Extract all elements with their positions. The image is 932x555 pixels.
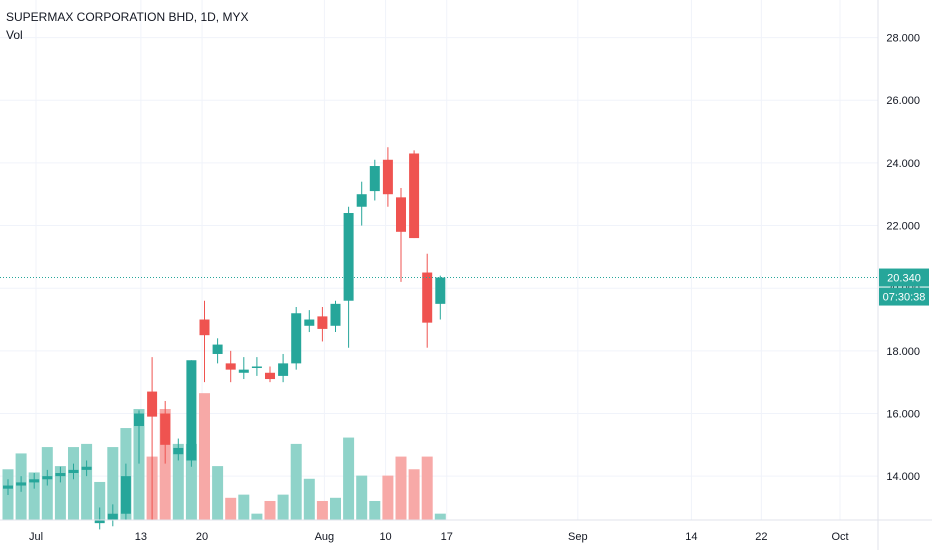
- candle-body: [68, 469, 79, 474]
- candle-body: [278, 363, 289, 376]
- volume-bar: [185, 443, 197, 520]
- candle-body: [107, 513, 118, 520]
- volume-bar: [81, 443, 93, 520]
- candle-body: [343, 213, 354, 301]
- y-tick-label: 22.000: [886, 221, 920, 233]
- candle-body: [356, 194, 367, 207]
- candle-body: [42, 476, 53, 480]
- volume-bar: [330, 497, 341, 520]
- chart-title: SUPERMAX CORPORATION BHD, 1D, MYX: [6, 10, 249, 24]
- candle-body: [435, 277, 446, 304]
- candle-body: [265, 372, 275, 380]
- volume-bar: [421, 456, 433, 520]
- volume-bar: [434, 513, 446, 520]
- candle-body: [225, 363, 236, 370]
- volume-bar: [251, 513, 263, 520]
- candle-body: [396, 197, 406, 232]
- volume-bar: [382, 475, 394, 520]
- candle-body: [120, 476, 131, 514]
- candle-body: [382, 159, 393, 195]
- y-tick-label: 18.000: [886, 346, 920, 358]
- volume-bar: [343, 437, 355, 520]
- candle-body: [160, 413, 171, 445]
- volume-bar: [238, 494, 250, 520]
- candle-body: [238, 369, 249, 373]
- candle-body: [147, 391, 158, 417]
- volume-bar: [28, 472, 40, 520]
- candle-body: [212, 344, 223, 354]
- volume-bar: [107, 447, 119, 520]
- y-tick-label: 26.000: [886, 95, 920, 107]
- volume-bar: [303, 478, 315, 520]
- candle-body: [330, 303, 341, 326]
- y-tick-label: 14.000: [886, 471, 920, 483]
- x-tick-label: 17: [441, 531, 453, 543]
- candle-body: [81, 466, 92, 470]
- x-tick-label: 13: [135, 531, 147, 543]
- candle-body: [186, 360, 197, 461]
- candle-body: [199, 319, 210, 336]
- y-tick-label: 24.000: [886, 158, 920, 170]
- countdown-label: 07:30:38: [883, 292, 926, 304]
- volume-bar: [408, 469, 420, 520]
- candle-body: [134, 413, 144, 427]
- volume-bar: [159, 409, 171, 520]
- last-price-label: 20.340: [887, 273, 921, 285]
- x-tick-label: Aug: [315, 531, 335, 543]
- candle-body: [291, 313, 302, 364]
- x-tick-label: 22: [755, 531, 767, 543]
- x-tick-label: Sep: [568, 531, 588, 543]
- volume-label: Vol: [6, 28, 23, 42]
- volume-bar: [54, 466, 66, 520]
- candle-body: [317, 316, 328, 329]
- volume-bar: [316, 500, 328, 520]
- candle-body: [409, 153, 420, 239]
- candle-body: [304, 319, 315, 326]
- x-tick-label: Jul: [29, 531, 43, 543]
- candle-body: [422, 272, 433, 323]
- volume-bar: [395, 456, 407, 520]
- candle-body: [55, 473, 66, 477]
- volume-bar: [133, 409, 145, 520]
- x-tick-label: Oct: [831, 531, 848, 543]
- countdown-badge: [879, 287, 929, 306]
- volume-bar: [94, 481, 106, 520]
- x-tick-label: 20: [196, 531, 208, 543]
- volume-bar: [212, 466, 224, 520]
- volume-bar: [356, 475, 368, 520]
- x-tick-label: 10: [379, 531, 391, 543]
- candle-body: [29, 479, 40, 483]
- volume-bar: [225, 497, 237, 520]
- x-tick-label: 14: [685, 531, 697, 543]
- volume-bar: [68, 447, 79, 520]
- candle-body: [94, 520, 105, 524]
- volume-bar: [172, 443, 184, 520]
- volume-bar: [264, 500, 276, 520]
- volume-bar: [199, 393, 210, 520]
- volume-bar: [369, 500, 381, 520]
- candle-body: [369, 166, 380, 192]
- volume-bar: [277, 494, 289, 520]
- candle-body: [3, 485, 13, 489]
- y-tick-label: 28.000: [886, 33, 920, 45]
- last-price-badge: [879, 268, 929, 287]
- candle-body: [251, 366, 262, 369]
- candle-body: [16, 482, 27, 486]
- volume-bar: [290, 443, 302, 520]
- candle-body: [173, 447, 184, 455]
- y-tick-label: 16.000: [886, 408, 920, 420]
